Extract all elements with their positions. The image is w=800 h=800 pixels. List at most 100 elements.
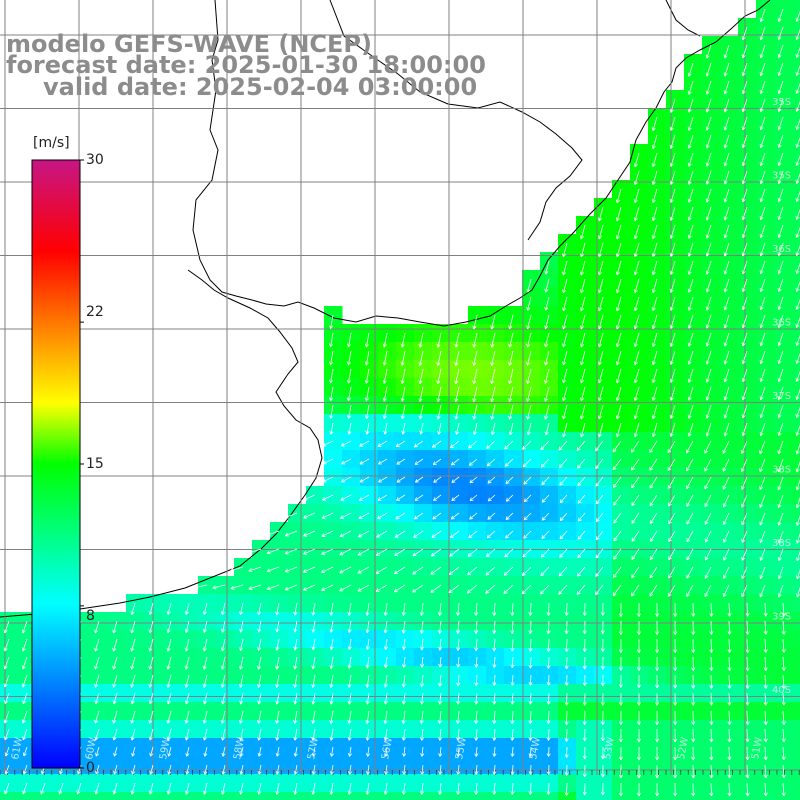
wind-arrow <box>419 602 424 616</box>
wind-arrow <box>777 368 784 382</box>
wind-arrow <box>759 80 766 95</box>
wind-arrow <box>687 224 694 239</box>
wind-arrow <box>486 458 496 467</box>
wind-arrow <box>130 674 136 688</box>
wind-arrow <box>420 764 425 775</box>
wind-arrow <box>510 602 515 616</box>
wind-arrow <box>541 476 550 486</box>
wind-arrow <box>723 152 730 167</box>
wind-arrow <box>418 332 424 348</box>
wind-speed-cell <box>342 576 361 595</box>
wind-arrow <box>741 224 748 239</box>
wind-arrow <box>636 728 642 743</box>
wind-arrow <box>781 710 786 725</box>
wind-arrow <box>311 782 316 795</box>
wind-arrow <box>741 134 748 149</box>
wind-arrow <box>474 602 479 616</box>
wind-arrow <box>655 602 660 617</box>
wind-arrow <box>649 548 658 561</box>
wind-arrow <box>528 764 533 775</box>
wind-arrow <box>347 422 352 435</box>
wind-arrow <box>777 422 784 436</box>
wind-arrow <box>376 512 388 520</box>
wind-arrow <box>741 170 748 185</box>
wind-arrow <box>202 710 208 724</box>
wind-arrow <box>474 746 479 757</box>
wind-arrow <box>709 656 714 671</box>
wind-arrow <box>275 656 280 670</box>
wind-arrow <box>474 710 479 724</box>
wind-arrow <box>284 566 298 573</box>
wind-arrow <box>763 782 768 797</box>
wind-arrow <box>741 296 748 311</box>
wind-arrow <box>741 332 748 347</box>
wind-arrow <box>365 782 370 795</box>
wind-arrow <box>472 332 478 348</box>
wind-arrow <box>466 584 478 594</box>
wind-arrow <box>618 764 623 779</box>
wind-arrow <box>492 656 497 668</box>
wind-arrow <box>303 494 316 501</box>
wind-arrow <box>687 188 694 203</box>
wind-speed-cell <box>486 522 505 541</box>
wind-arrow <box>375 566 388 574</box>
wind-arrow <box>504 440 514 450</box>
wind-speed-cell <box>450 792 469 800</box>
wind-arrow <box>745 782 750 797</box>
wind-arrow <box>130 782 136 795</box>
wind-arrow <box>508 332 514 348</box>
wind-arrow <box>347 710 352 724</box>
wind-arrow <box>741 368 748 383</box>
wind-arrow <box>704 512 712 525</box>
wind-arrow <box>777 404 784 418</box>
wind-arrow <box>401 710 406 724</box>
wind-arrow <box>597 296 604 312</box>
wind-arrow <box>741 494 748 508</box>
wind-arrow <box>184 728 190 741</box>
wind-arrow <box>633 386 640 402</box>
graticule <box>0 0 800 775</box>
wind-arrow <box>365 422 370 435</box>
wind-arrow <box>667 440 676 454</box>
wind-arrow <box>600 656 605 670</box>
wind-arrow <box>508 314 514 330</box>
wind-arrow <box>378 458 388 465</box>
wind-arrow <box>275 764 280 775</box>
wind-arrow <box>691 602 696 617</box>
wind-speed-cell <box>306 522 325 541</box>
wind-arrow <box>651 296 658 311</box>
wind-arrow <box>184 620 190 633</box>
wind-arrow <box>359 458 370 465</box>
wind-arrow <box>94 782 100 795</box>
wind-arrow <box>322 440 334 447</box>
wind-arrow <box>723 278 730 293</box>
wind-arrow <box>705 278 712 293</box>
wind-arrow <box>490 368 496 385</box>
wind-arrow <box>687 314 694 329</box>
wind-arrow <box>709 620 714 635</box>
wind-speed-cell <box>486 558 505 577</box>
wind-arrow <box>544 386 550 402</box>
wind-arrow <box>544 296 550 311</box>
wind-arrow <box>438 674 443 687</box>
wind-speed-cell <box>468 504 487 523</box>
wind-arrow <box>437 710 442 724</box>
wind-arrow <box>759 242 766 257</box>
wind-arrow <box>394 530 406 538</box>
wind-arrow <box>544 260 550 275</box>
wind-arrow <box>22 782 28 795</box>
wind-arrow <box>687 80 694 95</box>
wind-speed-cell <box>378 486 397 505</box>
wind-arrow <box>759 296 766 311</box>
wind-arrow <box>436 368 442 385</box>
wind-speed-cell <box>306 504 325 523</box>
wind-arrow <box>655 782 660 797</box>
wind-arrow <box>184 692 190 705</box>
wind-speed-cell <box>576 792 595 800</box>
wind-arrow <box>597 404 604 420</box>
wind-arrow <box>430 584 442 593</box>
wind-arrow <box>266 548 280 555</box>
wind-speed-cell <box>324 432 343 451</box>
wind-arrow <box>704 566 712 579</box>
wind-arrow <box>781 782 786 797</box>
